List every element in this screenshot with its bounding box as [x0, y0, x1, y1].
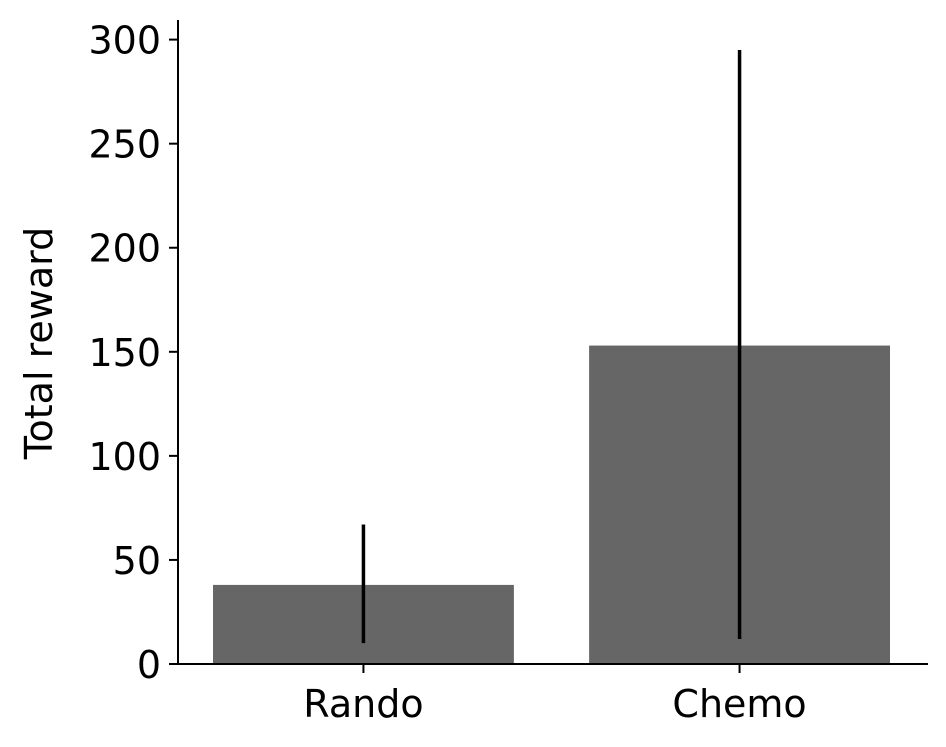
y-tick-label: 150	[88, 331, 161, 375]
y-tick-label: 100	[88, 435, 161, 479]
bars-group	[213, 345, 890, 664]
y-tick-label: 300	[88, 19, 161, 63]
y-tick-label: 250	[88, 123, 161, 167]
error-bars-group	[361, 50, 742, 644]
y-tick-label: 0	[137, 643, 161, 687]
x-ticks-group: Rando Chemo	[303, 664, 807, 726]
y-axis-label: Total reward	[17, 227, 61, 460]
x-tick-label-chemo: Chemo	[672, 682, 806, 726]
y-tick-label: 200	[88, 227, 161, 271]
x-tick-label-rando: Rando	[303, 682, 423, 726]
y-ticks-group: 0 50 100 150 200 250 300	[88, 19, 178, 687]
y-tick-label: 50	[113, 539, 161, 583]
